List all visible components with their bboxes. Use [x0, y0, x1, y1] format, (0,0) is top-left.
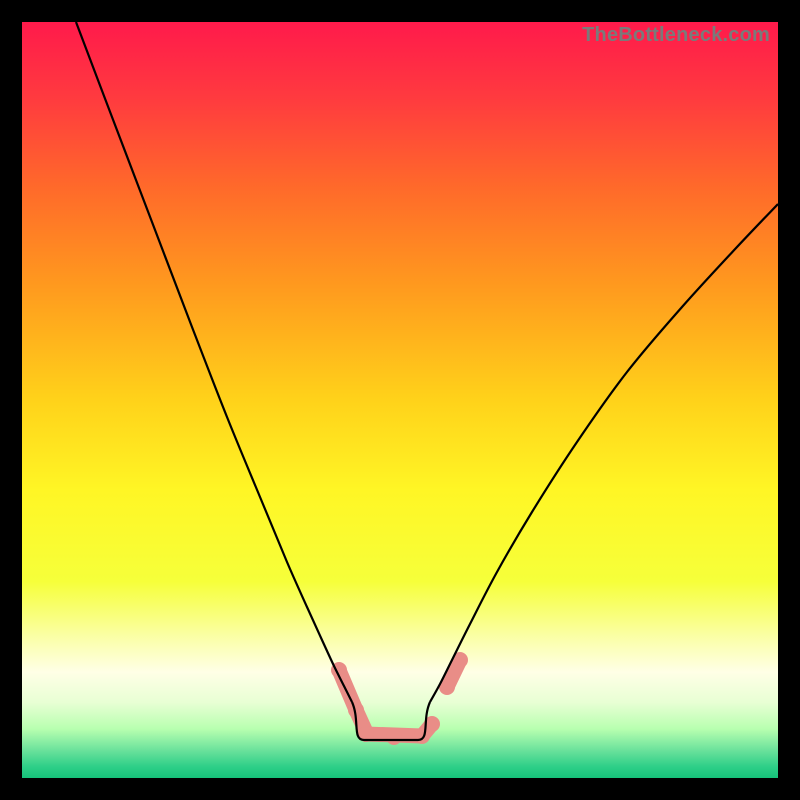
valley-marker-band: [331, 652, 468, 745]
curve-right-branch: [430, 204, 778, 702]
plot-area: TheBottleneck.com: [22, 22, 778, 778]
curve-layer: [22, 22, 778, 778]
curve-left-branch: [76, 22, 352, 702]
chart-frame: TheBottleneck.com: [0, 0, 800, 800]
watermark-text: TheBottleneck.com: [582, 24, 770, 47]
